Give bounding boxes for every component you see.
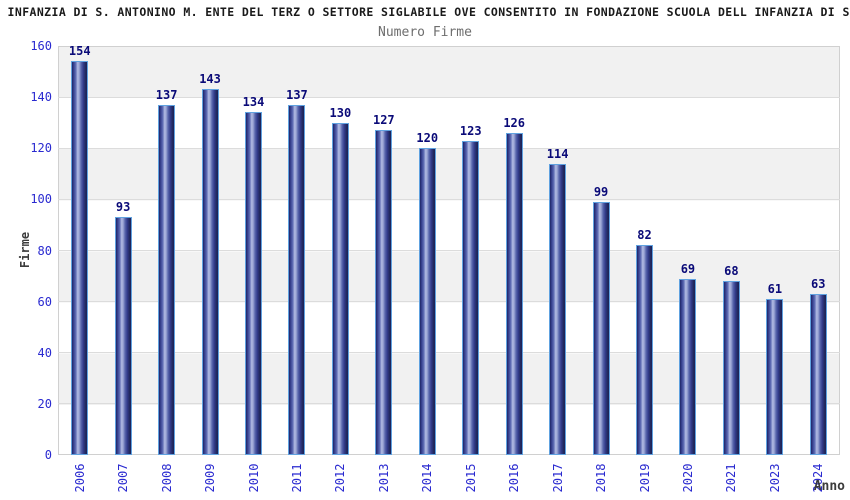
bar [201,89,219,455]
bar-value-label: 93 [115,200,131,215]
gridline [58,250,840,251]
x-tick-label: 2015 [463,463,478,493]
x-tick-label: 2011 [289,463,304,493]
bar [549,163,567,455]
bar-value-label: 82 [637,228,652,243]
bar-value-label: 127 [372,113,395,128]
y-tick-label: 100 [30,192,52,207]
x-tick-label: 2023 [767,463,782,493]
bar-value-label: 68 [724,264,739,279]
x-tick-label: 2008 [159,463,174,493]
x-tick-label: 2013 [376,463,391,493]
y-tick-label: 160 [30,39,52,53]
chart-subtitle: Numero Firme [378,25,472,40]
bar [505,132,523,455]
gridline [58,403,840,405]
x-tick-label: 2016 [507,463,522,493]
bar [809,293,827,455]
y-tick-label: 40 [37,345,52,360]
bar-value-label: 134 [242,95,265,110]
bar [592,201,610,455]
x-tick-label: 2018 [594,463,609,493]
x-tick-label: 2021 [724,463,739,493]
bar [679,278,697,455]
x-axis-title: Anno [813,479,845,494]
x-tick-label: 2010 [246,463,261,493]
bar-value-label: 123 [459,123,482,138]
bar [375,130,393,455]
y-tick-label: 80 [37,243,52,258]
bar [158,104,176,455]
y-tick-label: 140 [30,90,52,105]
y-tick-label: 120 [30,141,52,156]
bar-value-label: 137 [155,87,178,102]
y-axis-title: Firme [18,231,32,269]
bar-value-label: 99 [593,184,609,199]
bar-value-label: 143 [199,72,221,87]
bar [636,245,653,455]
gridline [58,301,840,303]
x-tick-label: 2014 [420,463,435,493]
gridline [58,96,840,98]
gridline [58,352,840,354]
chart-title: ELL INFANZIA DI S. ANTONINO M. ENTE DEL … [0,5,850,19]
x-tick-label: 2012 [333,463,348,493]
bar-value-label: 154 [68,44,91,59]
y-tick-label: 20 [37,396,52,411]
bar-value-label: 114 [546,146,569,161]
bar-value-label: 130 [329,105,352,120]
bar-value-label: 69 [680,261,696,276]
bar [331,122,349,455]
bar [722,281,740,455]
bar-value-label: 61 [767,282,783,297]
bar [288,104,306,455]
bar-value-label: 126 [503,115,525,130]
bar [766,299,784,455]
bar-value-label: 63 [811,276,826,291]
x-tick-label: 2017 [550,463,565,493]
bar [71,61,89,455]
bar-value-label: 120 [416,131,439,146]
bar [245,112,262,455]
y-tick-label: 60 [37,294,52,309]
y-tick-label: 0 [44,448,52,462]
x-tick-label: 2006 [72,463,87,493]
x-tick-label: 2019 [637,463,652,493]
bar-value-label: 137 [286,87,308,102]
x-tick-label: 2007 [116,463,131,493]
x-tick-label: 2009 [203,463,218,493]
gridline [58,198,840,200]
bar [114,217,132,455]
x-tick-label: 2020 [680,463,695,493]
gridline [58,147,840,149]
bar [418,148,436,455]
bar [462,140,480,455]
